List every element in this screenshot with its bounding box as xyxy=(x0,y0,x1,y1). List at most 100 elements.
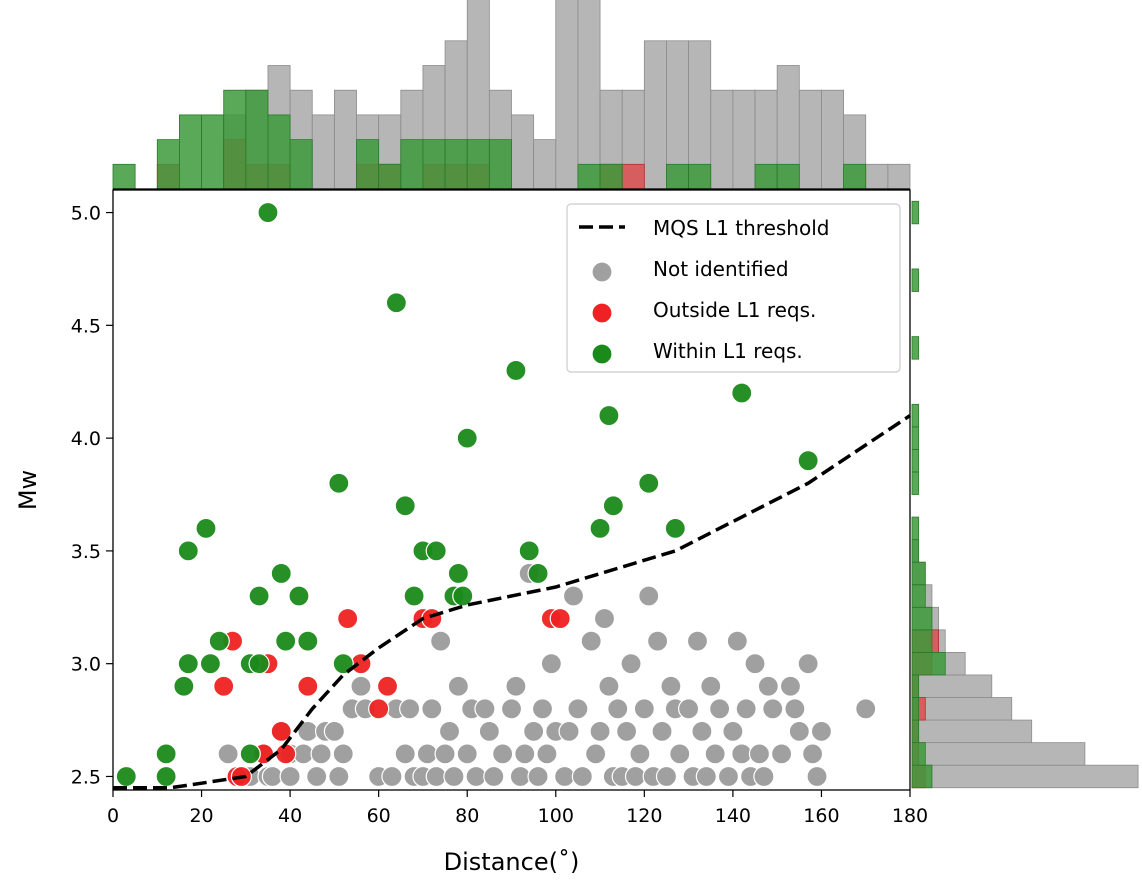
scatter-point-not-identified xyxy=(483,765,505,788)
scatter-point-not-identified xyxy=(571,765,593,788)
scatter-point-not-identified xyxy=(717,765,740,788)
x-hist-bar-not-identified xyxy=(511,114,535,190)
scatter-point-not-identified xyxy=(523,720,545,742)
y-hist-bar-within xyxy=(911,403,920,428)
scatter-point-not-identified xyxy=(589,720,611,742)
scatter-point-not-identified xyxy=(562,585,585,607)
scatter-point-within-l1-reqs xyxy=(239,743,261,765)
scatter-point-outside-l1-reqs xyxy=(376,675,399,697)
scatter-point-within-l1-reqs xyxy=(332,653,354,675)
y-hist-bar-within xyxy=(911,561,926,586)
y-axis-label: Mw xyxy=(14,470,42,510)
scatter-point-not-identified xyxy=(686,630,709,652)
x-hist-bar-within xyxy=(422,139,446,190)
scatter-point-not-identified xyxy=(217,743,239,765)
scatter-point-not-identified xyxy=(788,720,810,742)
scatter-point-within-l1-reqs xyxy=(275,630,297,652)
scatter-point-outside-l1-reqs xyxy=(275,743,297,765)
scatter-point-not-identified xyxy=(492,743,514,765)
x-hist-bar-outside xyxy=(621,163,645,190)
y-hist-bar-within xyxy=(911,471,920,495)
x-hist-bar-not-identified xyxy=(311,114,335,190)
y-hist-bar-within xyxy=(911,200,920,225)
scatter-point-not-identified xyxy=(425,765,447,788)
y-hist-bar-within xyxy=(911,697,920,721)
scatter-point-within-l1-reqs xyxy=(155,743,177,765)
x-tick-label: 100 xyxy=(538,805,574,827)
scatter-point-not-identified xyxy=(748,743,771,765)
scatter-point-within-l1-reqs xyxy=(447,562,469,585)
x-hist-bar-within xyxy=(400,139,424,190)
y-tick-label: 5.0 xyxy=(71,203,101,225)
scatter-point-within-l1-reqs xyxy=(425,540,447,562)
scatter-point-not-identified xyxy=(784,698,806,720)
scatter-point-not-identified xyxy=(381,765,403,788)
scatter-point-within-l1-reqs xyxy=(297,630,319,652)
y-hist-bar-within xyxy=(911,629,933,653)
scatter-point-not-identified xyxy=(554,765,576,788)
scatter-point-within-l1-reqs xyxy=(248,653,270,675)
y-marginal-histogram xyxy=(911,200,1139,789)
x-hist-bar-within xyxy=(223,89,247,190)
x-hist-bar-not-identified xyxy=(732,89,756,190)
scatter-point-not-identified xyxy=(678,698,700,720)
scatter-point-not-identified xyxy=(762,698,784,720)
scatter-point-within-l1-reqs xyxy=(527,562,549,585)
x-hist-bar-within xyxy=(688,163,712,190)
scatter-point-within-l1-reqs xyxy=(257,201,279,224)
y-hist-bar-not-identified xyxy=(911,764,1139,789)
plot-frame xyxy=(112,189,911,791)
scatter-point-not-identified xyxy=(456,743,478,765)
x-tick-label: 80 xyxy=(455,805,479,827)
scatter-point-outside-l1-reqs xyxy=(337,607,359,630)
scatter-point-not-identified xyxy=(607,698,629,720)
scatter-point-not-identified xyxy=(801,743,824,765)
scatter-point-not-identified xyxy=(633,698,655,720)
scatter-point-not-identified xyxy=(593,607,616,630)
legend-dot-swatch xyxy=(591,343,613,365)
scatter-point-not-identified xyxy=(691,720,713,742)
x-hist-bar-not-identified xyxy=(865,163,889,190)
y-hist-bar-within xyxy=(911,336,920,360)
scatter-point-not-identified xyxy=(306,765,328,788)
scatter-point-within-l1-reqs xyxy=(797,450,819,472)
scatter-point-not-identified xyxy=(527,765,549,788)
scatter-point-not-identified xyxy=(465,765,487,788)
scatter-point-not-identified xyxy=(757,675,779,697)
scatter-point-not-identified xyxy=(421,698,443,720)
scatter-point-not-identified xyxy=(279,765,301,788)
scatter-point-not-identified xyxy=(744,653,766,675)
scatter-point-not-identified xyxy=(709,698,731,720)
x-hist-bar-not-identified xyxy=(333,89,357,190)
x-hist-bar-within xyxy=(488,139,512,190)
legend-label: Outside L1 reqs. xyxy=(653,298,816,322)
legend-label: MQS L1 threshold xyxy=(653,216,829,240)
scatter-points xyxy=(115,201,877,788)
scatter-point-not-identified xyxy=(704,743,726,765)
x-hist-bar-within xyxy=(666,163,690,190)
scatter-point-not-identified xyxy=(399,698,421,720)
legend: MQS L1 threshold Not identified Outside L1… xyxy=(566,203,901,373)
legend-label: Not identified xyxy=(653,257,789,281)
y-hist-bar-within xyxy=(911,539,920,563)
scatter-point-within-l1-reqs xyxy=(173,675,195,697)
scatter-point-outside-l1-reqs xyxy=(297,675,319,697)
scatter-point-not-identified xyxy=(731,743,753,765)
scatter-point-not-identified xyxy=(567,698,589,720)
x-hist-bar-not-identified xyxy=(887,163,911,190)
scatter-point-not-identified xyxy=(558,720,580,742)
x-tick-label: 20 xyxy=(189,805,213,827)
scatter-point-within-l1-reqs xyxy=(177,653,199,675)
y-tick-label: 4.0 xyxy=(71,428,101,450)
scatter-point-not-identified xyxy=(651,720,673,742)
scatter-point-within-l1-reqs xyxy=(270,562,292,585)
x-hist-bar-within xyxy=(776,163,800,190)
threshold-line-group xyxy=(113,414,911,790)
y-hist-bar-within xyxy=(911,764,933,789)
y-hist-bar-within xyxy=(911,426,920,450)
threshold-line xyxy=(113,414,911,790)
scatter-point-within-l1-reqs xyxy=(385,292,407,314)
scatter-point-not-identified xyxy=(531,698,554,720)
scatter-point-outside-l1-reqs xyxy=(368,698,390,720)
scatter-point-not-identified xyxy=(655,765,678,788)
